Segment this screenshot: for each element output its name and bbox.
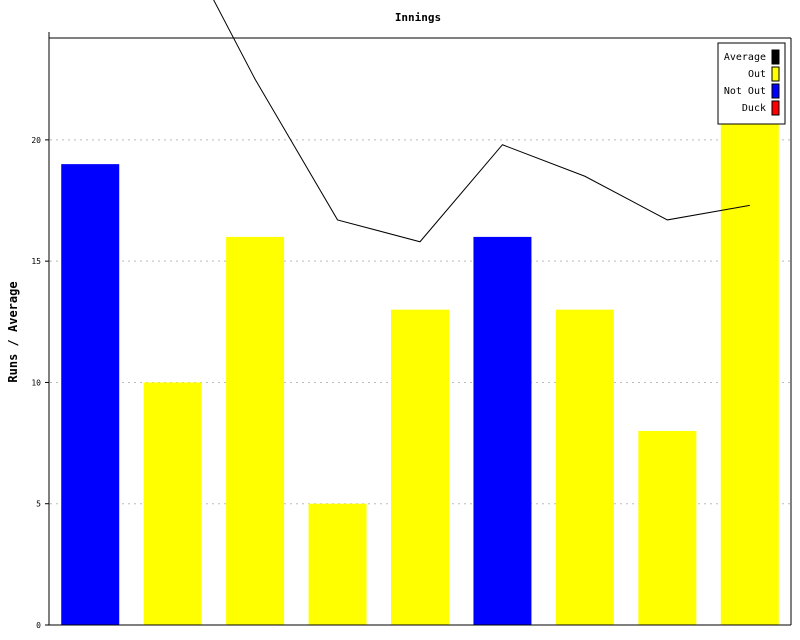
legend-label: Average <box>724 52 766 63</box>
bar-inning <box>143 382 202 625</box>
bar-inning <box>391 309 449 625</box>
legend: Average Out Not Out Duck <box>717 42 786 125</box>
legend-swatch <box>771 49 780 65</box>
average-line-layer <box>213 0 750 243</box>
chart-title: Innings <box>395 11 441 24</box>
legend-swatch <box>771 100 780 116</box>
average-line <box>213 0 750 243</box>
legend-label: Out <box>748 69 766 80</box>
bar-inning <box>61 164 120 625</box>
bar-inning <box>555 309 614 625</box>
bar-inning <box>308 503 367 625</box>
bar-inning <box>226 236 285 626</box>
y-tick-label: 0 <box>36 621 41 630</box>
y-tick-label: 20 <box>31 136 41 145</box>
axes: 0 5 10 15 20 <box>31 32 792 630</box>
legend-swatch <box>771 83 780 99</box>
legend-swatch <box>771 66 780 82</box>
bar-inning <box>638 430 697 625</box>
y-tick-label: 10 <box>31 378 41 387</box>
y-axis-label: Runs / Average <box>6 281 20 382</box>
y-tick-label: 5 <box>36 500 41 509</box>
bar-inning <box>473 236 532 626</box>
legend-label: Duck <box>742 103 766 114</box>
bar-inning <box>720 115 779 625</box>
legend-label: Not Out <box>724 86 766 97</box>
bars <box>61 115 779 626</box>
y-tick-label: 15 <box>31 257 41 266</box>
